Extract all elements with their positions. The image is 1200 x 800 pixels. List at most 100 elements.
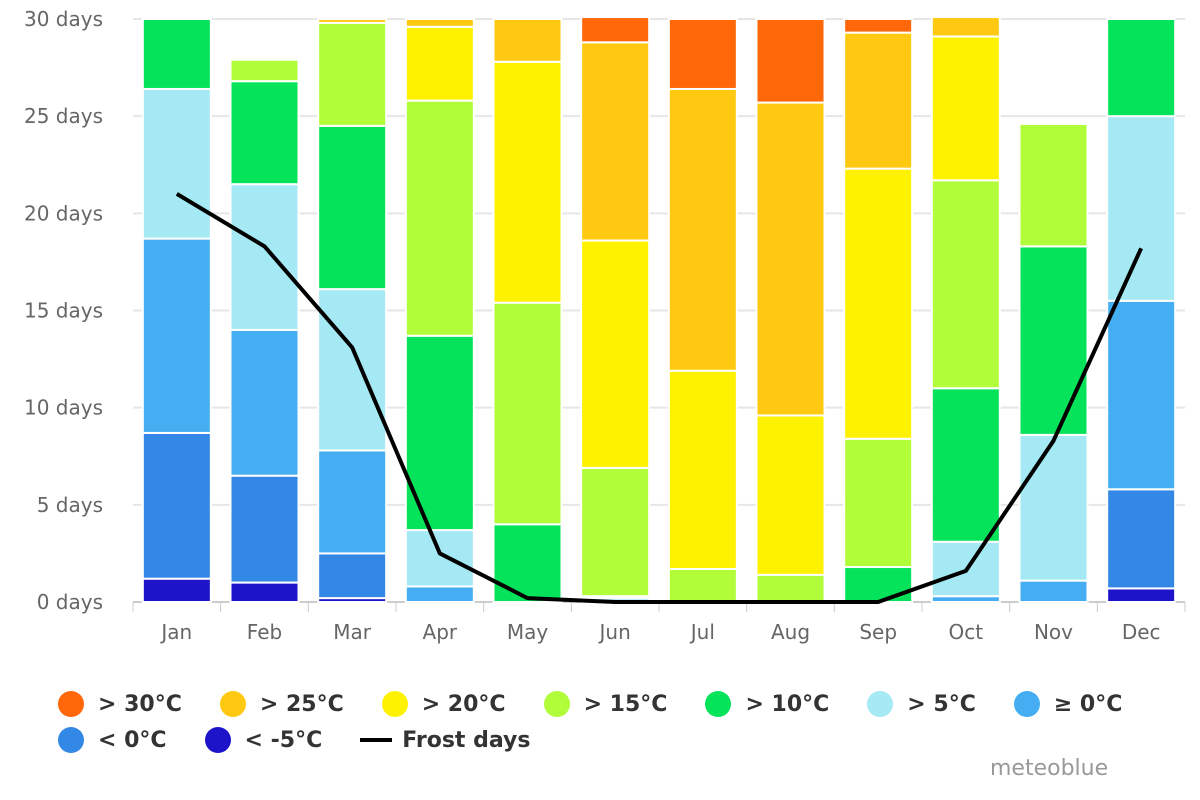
legend-label: > 30°C	[98, 691, 182, 717]
y-tick-label: 25 days	[24, 104, 103, 128]
line-swatch-icon	[360, 738, 393, 742]
legend-label: > 15°C	[583, 691, 668, 717]
x-tick-label: Nov	[1034, 620, 1073, 644]
bar-segment	[580, 41, 651, 242]
legend: > 30°C > 25°C > 20°C > 15°C > 10°C > 5°C…	[58, 686, 1178, 758]
bar-segment	[843, 167, 914, 440]
legend-row-2: < 0°C < -5°C Frost days	[58, 722, 1178, 758]
bar-segment	[930, 179, 1001, 390]
bar-segment	[667, 567, 738, 603]
bar-segment	[755, 573, 826, 604]
bar-segment	[930, 16, 1001, 38]
y-tick-label: 20 days	[24, 201, 103, 225]
legend-swatch-icon	[1013, 691, 1040, 717]
bar-segment	[317, 18, 388, 24]
bar-segment	[1106, 18, 1177, 118]
legend-item-frost-days[interactable]: Frost days	[360, 728, 530, 753]
legend-label: > 25°C	[259, 691, 344, 717]
legend-label: < 0°C	[98, 727, 167, 753]
frost-days-line	[175, 192, 1143, 604]
bar-segment	[843, 18, 914, 34]
legend-label: > 5°C	[907, 691, 976, 717]
bar-segment	[1018, 579, 1089, 604]
bar-segment	[229, 58, 300, 83]
bar-segment	[141, 237, 212, 434]
bar-segment	[1018, 245, 1089, 436]
bar-segment	[141, 18, 212, 90]
bar-segment	[141, 577, 212, 603]
legend-label: > 10°C	[745, 691, 830, 717]
bar-segment	[404, 99, 475, 337]
legend-label: < -5°C	[244, 727, 323, 753]
bar-segment	[492, 523, 563, 603]
bar-segment	[755, 414, 826, 576]
x-tick-label: Jan	[159, 620, 192, 644]
legend-item-15[interactable]: > 15°C	[543, 691, 668, 717]
bar-segment	[404, 18, 475, 28]
legend-swatch-icon	[543, 691, 570, 717]
legend-swatch-icon	[204, 727, 231, 753]
x-tick-label: Sep	[859, 620, 897, 644]
legend-item-5[interactable]: > 5°C	[867, 691, 976, 717]
y-tick-label: 15 days	[24, 299, 103, 323]
bar-segment	[229, 183, 300, 331]
bar-segment	[755, 101, 826, 417]
legend-item-25[interactable]: > 25°C	[219, 691, 344, 717]
bar-segment	[229, 328, 300, 477]
bar-segment	[1106, 488, 1177, 590]
bar-segment	[1106, 299, 1177, 491]
legend-swatch-icon	[219, 691, 246, 717]
legend-item-30[interactable]: > 30°C	[58, 691, 182, 717]
bar-segment	[317, 552, 388, 600]
legend-label: ≥ 0°C	[1053, 691, 1123, 717]
legend-label: > 20°C	[421, 691, 506, 717]
bar-segment	[229, 474, 300, 584]
bar-segment	[492, 60, 563, 304]
bar-segment	[317, 288, 388, 452]
bar-segment	[667, 369, 738, 570]
legend-item-below-0[interactable]: < 0°C	[58, 727, 167, 753]
x-tick-label: Oct	[949, 620, 984, 644]
bar-segment	[317, 124, 388, 291]
x-tick-label: Mar	[333, 620, 372, 644]
legend-item-20[interactable]: > 20°C	[381, 691, 506, 717]
y-tick-label: 30 days	[24, 7, 103, 31]
bar-segment	[317, 21, 388, 127]
bar-segment	[580, 239, 651, 469]
bar-segment	[1018, 122, 1089, 248]
bar-segment	[141, 431, 212, 580]
legend-item-0[interactable]: ≥ 0°C	[1013, 691, 1123, 717]
bar-segment	[404, 585, 475, 603]
legend-swatch-icon	[867, 691, 894, 717]
x-tick-label: Aug	[771, 620, 810, 644]
legend-item-10[interactable]: > 10°C	[705, 691, 829, 717]
bar-segment	[141, 87, 212, 240]
y-tick-label: 0 days	[37, 590, 103, 614]
x-tick-label: May	[507, 620, 549, 644]
bar-segment	[229, 581, 300, 603]
bar-segment	[843, 31, 914, 170]
bar-segment	[580, 16, 651, 44]
bar-segment	[1018, 433, 1089, 582]
bar-segment	[492, 301, 563, 526]
legend-item-below-minus-5[interactable]: < -5°C	[204, 727, 323, 753]
bar-segment	[580, 466, 651, 598]
bar-segment	[930, 35, 1001, 182]
legend-swatch-icon	[705, 691, 732, 717]
y-tick-label: 5 days	[37, 493, 103, 517]
bar-segment	[1106, 587, 1177, 604]
y-tick-label: 10 days	[24, 396, 103, 420]
x-tick-label: Dec	[1122, 620, 1161, 644]
bar-segment	[930, 387, 1001, 543]
bar-segment	[404, 25, 475, 102]
legend-swatch-icon	[381, 691, 408, 717]
bar-segment	[667, 87, 738, 372]
bar-segment	[667, 18, 738, 90]
bar-segment	[492, 18, 563, 63]
bar-segment	[843, 437, 914, 569]
legend-label: Frost days	[402, 727, 531, 753]
bar-segment	[755, 18, 826, 104]
x-tick-label: Jun	[598, 620, 631, 644]
bar-segment	[843, 566, 914, 604]
legend-swatch-icon	[58, 727, 84, 753]
